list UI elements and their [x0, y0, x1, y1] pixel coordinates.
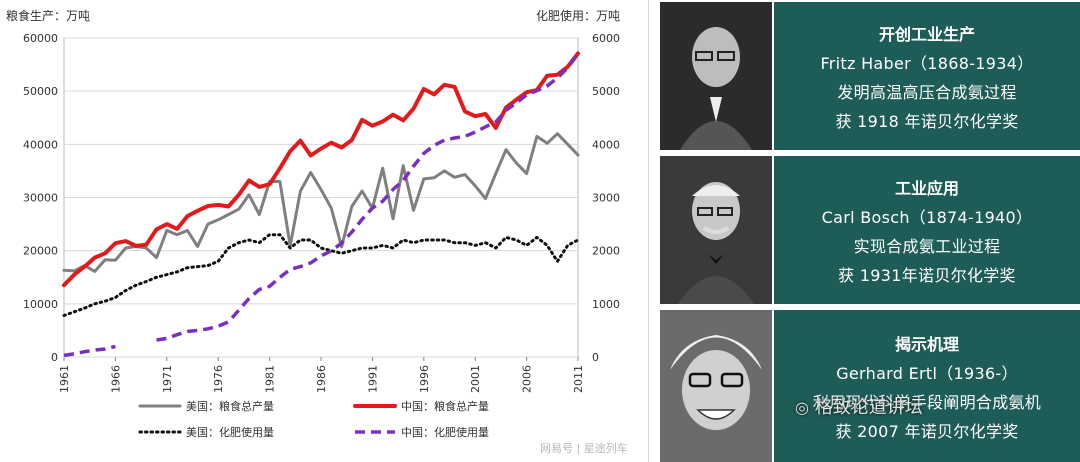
x-tick-label: 1996: [418, 365, 431, 393]
y-right-tick-label: 5000: [592, 85, 620, 98]
x-tick-label: 1971: [161, 365, 174, 393]
x-tick-label: 1966: [109, 365, 122, 393]
series-layer: [62, 51, 580, 358]
series-line-3: [63, 344, 116, 358]
y-right-tick-label: 3000: [592, 192, 620, 205]
portrait-haber: [660, 2, 772, 150]
y-left-tick-label: 30000: [23, 192, 58, 205]
portrait-ertl: [660, 310, 772, 462]
panel-title: 工业应用: [894, 178, 959, 198]
panel-title: 揭示机理: [894, 334, 959, 354]
panel-line: Gerhard Ertl（1936-）: [836, 363, 1018, 383]
grid-layer: [63, 37, 579, 358]
portrait-haber-illustration: [660, 2, 772, 150]
y-left-tick-label: 0: [51, 351, 58, 364]
scientist-panel-bosch: 工业应用 Carl Bosch（1874-1940） 实现合成氨工业过程 获 1…: [660, 156, 1080, 304]
y-right-tick-label: 0: [592, 351, 599, 364]
x-tick-label: 1976: [212, 365, 225, 393]
y-right-tick-label: 2000: [592, 245, 620, 258]
panel-line: Fritz Haber（1868-1934）: [820, 53, 1034, 73]
series-line-2: [62, 233, 580, 317]
info-bosch: 工业应用 Carl Bosch（1874-1940） 实现合成氨工业过程 获 1…: [774, 156, 1080, 304]
x-tick-label: 1981: [264, 365, 277, 393]
panel-line: 获 1931年诺贝尔化学奖: [838, 265, 1016, 285]
y-left-axis-title: 粮食生产：万吨: [6, 8, 90, 23]
legend-label: 中国：化肥使用量: [401, 425, 489, 439]
x-tick-label: 2006: [521, 365, 534, 393]
series-line-3: [156, 52, 580, 342]
info-haber: 开创工业生产 Fritz Haber（1868-1934） 发明高温高压合成氨过…: [774, 2, 1080, 150]
chart-panel: 粮食生产：万吨 化肥使用：万吨 0 10000 20000 30000 40000 500…: [6, 0, 649, 462]
series-line-1: [62, 51, 580, 288]
y-left-tick-label: 50000: [23, 85, 58, 98]
source-watermark: 网易号 | 星途列车: [540, 442, 628, 455]
x-tick-label: 1961: [58, 365, 71, 393]
panel-title: 开创工业生产: [878, 24, 975, 44]
info-ertl: 揭示机理 Gerhard Ertl（1936-） 利用现代科学手段阐明合成氨机 …: [774, 310, 1080, 462]
scientist-panel-ertl: 揭示机理 Gerhard Ertl（1936-） 利用现代科学手段阐明合成氨机 …: [660, 310, 1080, 462]
tick-layer: 0 10000 20000 30000 40000 50000 60000 0 1000 2000…: [23, 32, 620, 393]
scientist-panel-haber: 开创工业生产 Fritz Haber（1868-1934） 发明高温高压合成氨过…: [660, 2, 1080, 150]
panel-line: 利用现代科学手段阐明合成氨机: [812, 392, 1042, 412]
panel-line: 发明高温高压合成氨过程: [837, 82, 1017, 102]
legend-label: 中国：粮食总产量: [401, 399, 489, 413]
series-line-0: [62, 132, 580, 273]
legend-label: 美国：化肥使用量: [186, 425, 274, 439]
panel-line: 实现合成氨工业过程: [853, 236, 1001, 256]
portrait-bosch: [660, 156, 772, 304]
panel-line: Carl Bosch（1874-1940）: [821, 207, 1033, 227]
chart-svg: 粮食生产：万吨 化肥使用：万吨 010000200003000040000500…: [6, 8, 620, 439]
x-tick-label: 1986: [315, 365, 328, 393]
watermark: ◎ 格致论道讲坛: [795, 393, 923, 419]
y-left-tick-label: 20000: [23, 245, 58, 258]
y-left-tick-label: 60000: [23, 32, 58, 45]
legend-label: 美国：粮食总产量: [186, 399, 274, 413]
wechat-icon: ◎: [795, 398, 809, 417]
x-tick-label: 2001: [469, 365, 482, 393]
y-right-tick-label: 6000: [592, 32, 620, 45]
panel-line: 获 2007 年诺贝尔化学奖: [835, 421, 1019, 441]
y-right-tick-label: 4000: [592, 138, 620, 151]
y-left-tick-label: 40000: [23, 138, 58, 151]
y-right-tick-label: 1000: [592, 298, 620, 311]
y-right-axis-title: 化肥使用：万吨: [536, 8, 620, 23]
y-left-tick-label: 10000: [23, 298, 58, 311]
watermark-text: 格致论道讲坛: [814, 397, 923, 418]
panel-line: 获 1918 年诺贝尔化学奖: [835, 111, 1019, 131]
portrait-ertl-illustration: [660, 310, 772, 462]
x-tick-label: 1991: [366, 365, 379, 393]
portrait-bosch-illustration: [660, 156, 772, 304]
x-tick-label: 2011: [572, 365, 585, 393]
